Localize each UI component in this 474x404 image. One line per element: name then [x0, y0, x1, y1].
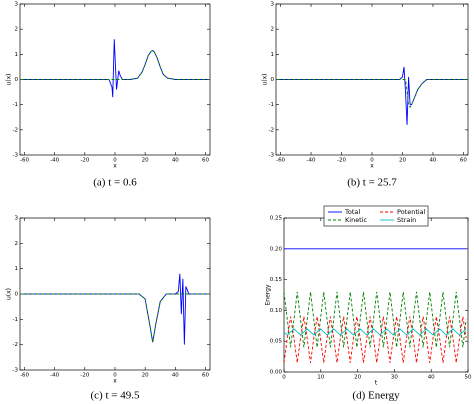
y-tick-label: -2	[269, 127, 274, 133]
legend-label: Total	[344, 208, 360, 216]
x-tick-label: 60	[202, 158, 209, 164]
caption: (b) t = 25.7	[347, 177, 397, 189]
x-tick-label: -40	[50, 373, 59, 379]
x-tick-label: 0	[113, 158, 117, 164]
y-tick-label: -3	[13, 368, 19, 374]
data-line	[21, 39, 209, 98]
x-tick-label: 60	[460, 158, 467, 164]
y-tick-label: 3	[15, 216, 19, 222]
x-tick-label: 20	[399, 158, 406, 164]
x-tick-label: 0	[282, 375, 286, 381]
x-tick-label: -40	[50, 158, 59, 164]
data-line	[283, 291, 467, 348]
y-tick-label: 3	[271, 2, 275, 8]
x-tick-label: -60	[20, 158, 29, 164]
legend-label: Potential	[397, 208, 426, 216]
y-tick-label: -3	[269, 153, 275, 159]
y-tick-label: -1	[13, 317, 18, 323]
x-tick-label: 60	[202, 373, 209, 379]
y-tick-label: -3	[13, 153, 19, 159]
y-axis-label: u(x)	[6, 288, 13, 300]
y-tick-label: 3	[15, 2, 19, 8]
x-axis-label: t	[375, 380, 378, 387]
x-axis-label: x	[370, 163, 374, 170]
data-line	[277, 79, 467, 109]
caption: (a) t = 0.6	[93, 177, 137, 189]
x-tick-label: 0	[370, 158, 374, 164]
y-tick-label: 1	[15, 52, 19, 58]
caption: (c) t = 49.5	[91, 390, 140, 402]
legend-label: Strain	[397, 216, 416, 224]
y-tick-label: 0.00	[270, 370, 283, 376]
y-tick-label: 2	[271, 27, 275, 33]
x-tick-label: -20	[80, 158, 89, 164]
y-tick-label: -2	[13, 342, 18, 348]
y-tick-label: 0.20	[270, 246, 283, 252]
x-axis-label: x	[113, 163, 117, 170]
x-tick-label: 20	[142, 158, 149, 164]
legend-box	[323, 205, 429, 227]
y-axis-label: u(x)	[6, 73, 13, 85]
data-line	[21, 50, 209, 80]
data-line	[283, 328, 467, 336]
y-tick-label: -1	[269, 102, 274, 108]
x-tick-label: 40	[172, 158, 179, 164]
legend-label: Kinetic	[345, 216, 368, 224]
x-tick-label: 40	[172, 373, 179, 379]
x-tick-label: 0	[113, 373, 117, 379]
plot-frame	[283, 217, 469, 373]
y-tick-label: 0	[271, 77, 275, 83]
x-tick-label: -40	[307, 158, 316, 164]
x-tick-label: -20	[337, 158, 346, 164]
x-tick-label: 20	[142, 373, 149, 379]
y-tick-label: 2	[15, 27, 19, 33]
data-line	[21, 293, 209, 343]
x-tick-label: 20	[354, 375, 361, 381]
y-tick-label: 0	[15, 77, 19, 83]
y-tick-label: 0.25	[270, 216, 283, 222]
data-line	[277, 66, 467, 125]
x-tick-label: 10	[317, 375, 324, 381]
x-axis-label: x	[113, 378, 117, 385]
y-tick-label: 0.10	[270, 308, 283, 314]
x-tick-label: 40	[429, 158, 436, 164]
data-line	[21, 273, 209, 345]
x-tick-label: 50	[465, 375, 472, 381]
x-tick-label: 40	[428, 375, 435, 381]
y-axis-label: Energy	[265, 284, 272, 305]
y-tick-label: 0.15	[270, 277, 283, 283]
y-tick-label: 0.05	[270, 339, 283, 345]
x-tick-label: -60	[20, 373, 29, 379]
x-tick-label: 30	[391, 375, 398, 381]
y-tick-label: 0	[15, 292, 19, 298]
x-tick-label: -60	[276, 158, 285, 164]
x-tick-label: -20	[80, 373, 89, 379]
y-axis-label: u(x)	[262, 73, 269, 85]
y-tick-label: -2	[13, 127, 18, 133]
y-tick-label: -1	[13, 102, 18, 108]
data-line	[283, 316, 467, 363]
y-tick-label: 1	[15, 266, 19, 272]
y-tick-label: 2	[15, 241, 19, 247]
y-tick-label: 1	[271, 52, 275, 58]
caption: (d) Energy	[352, 390, 400, 402]
